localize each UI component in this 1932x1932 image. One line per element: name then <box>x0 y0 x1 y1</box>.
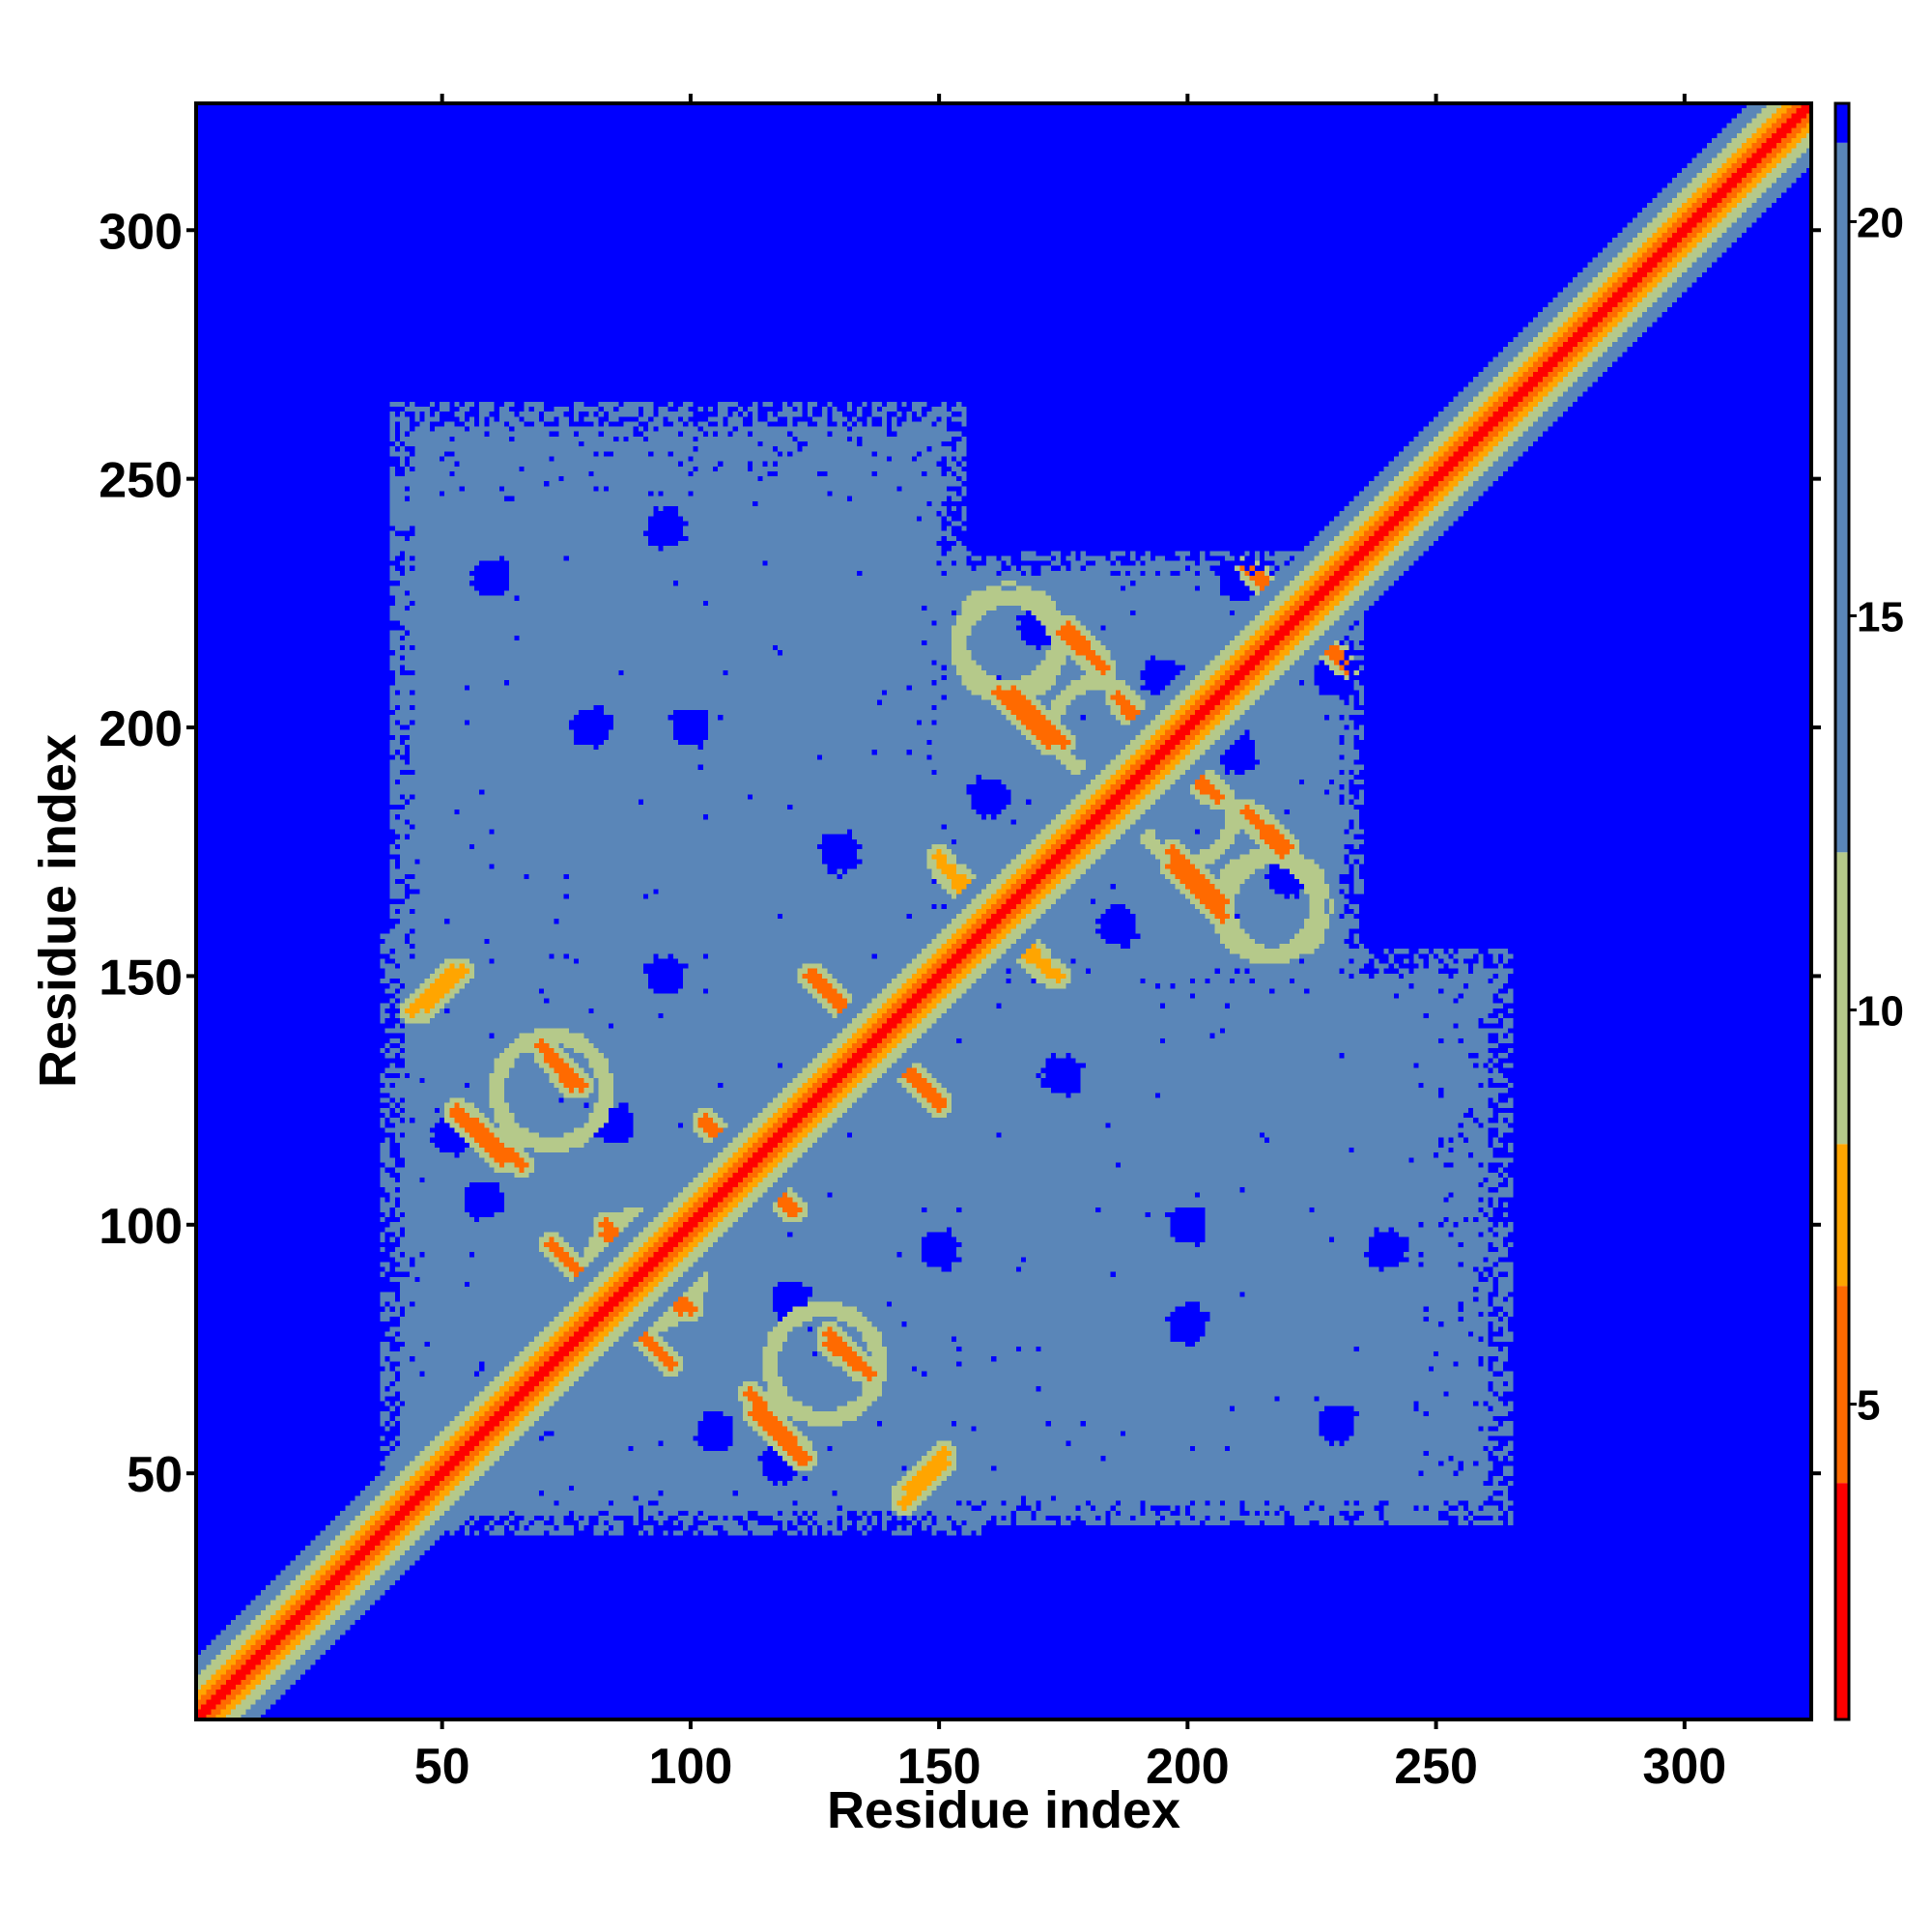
y-tick-label: 100 <box>99 1199 183 1255</box>
colorbar: 5 10 15 20 <box>1833 101 1904 1721</box>
y-tick-label: 150 <box>99 950 183 1006</box>
x-axis-label: Residue index <box>827 1781 1180 1839</box>
colorbar-segments <box>1835 103 1849 1719</box>
colorbar-segment <box>1835 1483 1849 1719</box>
y-axis-label: Residue index <box>29 734 87 1088</box>
x-tick-label: 150 <box>897 1739 981 1795</box>
colorbar-frame <box>1833 101 1851 1721</box>
plot-frame <box>194 101 1813 1721</box>
colorbar-tick-label: 10 <box>1857 988 1904 1036</box>
x-tick-label: 200 <box>1146 1739 1230 1795</box>
y-tick-label: 250 <box>99 453 183 509</box>
x-axis-ticks: 50 100 150 200 250 300 <box>414 94 1726 1795</box>
colorbar-tick-label: 20 <box>1857 199 1904 246</box>
colorbar-ticks: 5 10 15 20 <box>1849 199 1904 1430</box>
y-tick-label: 300 <box>99 204 183 260</box>
y-axis-ticks: 50 100 150 200 250 300 <box>99 204 1821 1503</box>
y-tick-label: 50 <box>127 1447 183 1503</box>
y-tick-label: 200 <box>99 701 183 757</box>
x-tick-label: 100 <box>649 1739 733 1795</box>
colorbar-tick-label: 15 <box>1857 593 1904 640</box>
colorbar-segment <box>1835 103 1849 143</box>
colorbar-segment <box>1835 852 1849 1145</box>
x-tick-label: 250 <box>1394 1739 1478 1795</box>
x-tick-label: 50 <box>414 1739 470 1795</box>
x-tick-label: 300 <box>1642 1739 1726 1795</box>
heatmap-plot: 50 100 150 200 250 300 50 100 150 200 250 300 Resi… <box>29 94 1821 1839</box>
colorbar-segment <box>1835 142 1849 853</box>
colorbar-tick-label: 5 <box>1857 1382 1880 1430</box>
colorbar-segment <box>1835 1144 1849 1287</box>
colorbar-segment <box>1835 1286 1849 1484</box>
heatmap-image <box>196 103 1811 1719</box>
